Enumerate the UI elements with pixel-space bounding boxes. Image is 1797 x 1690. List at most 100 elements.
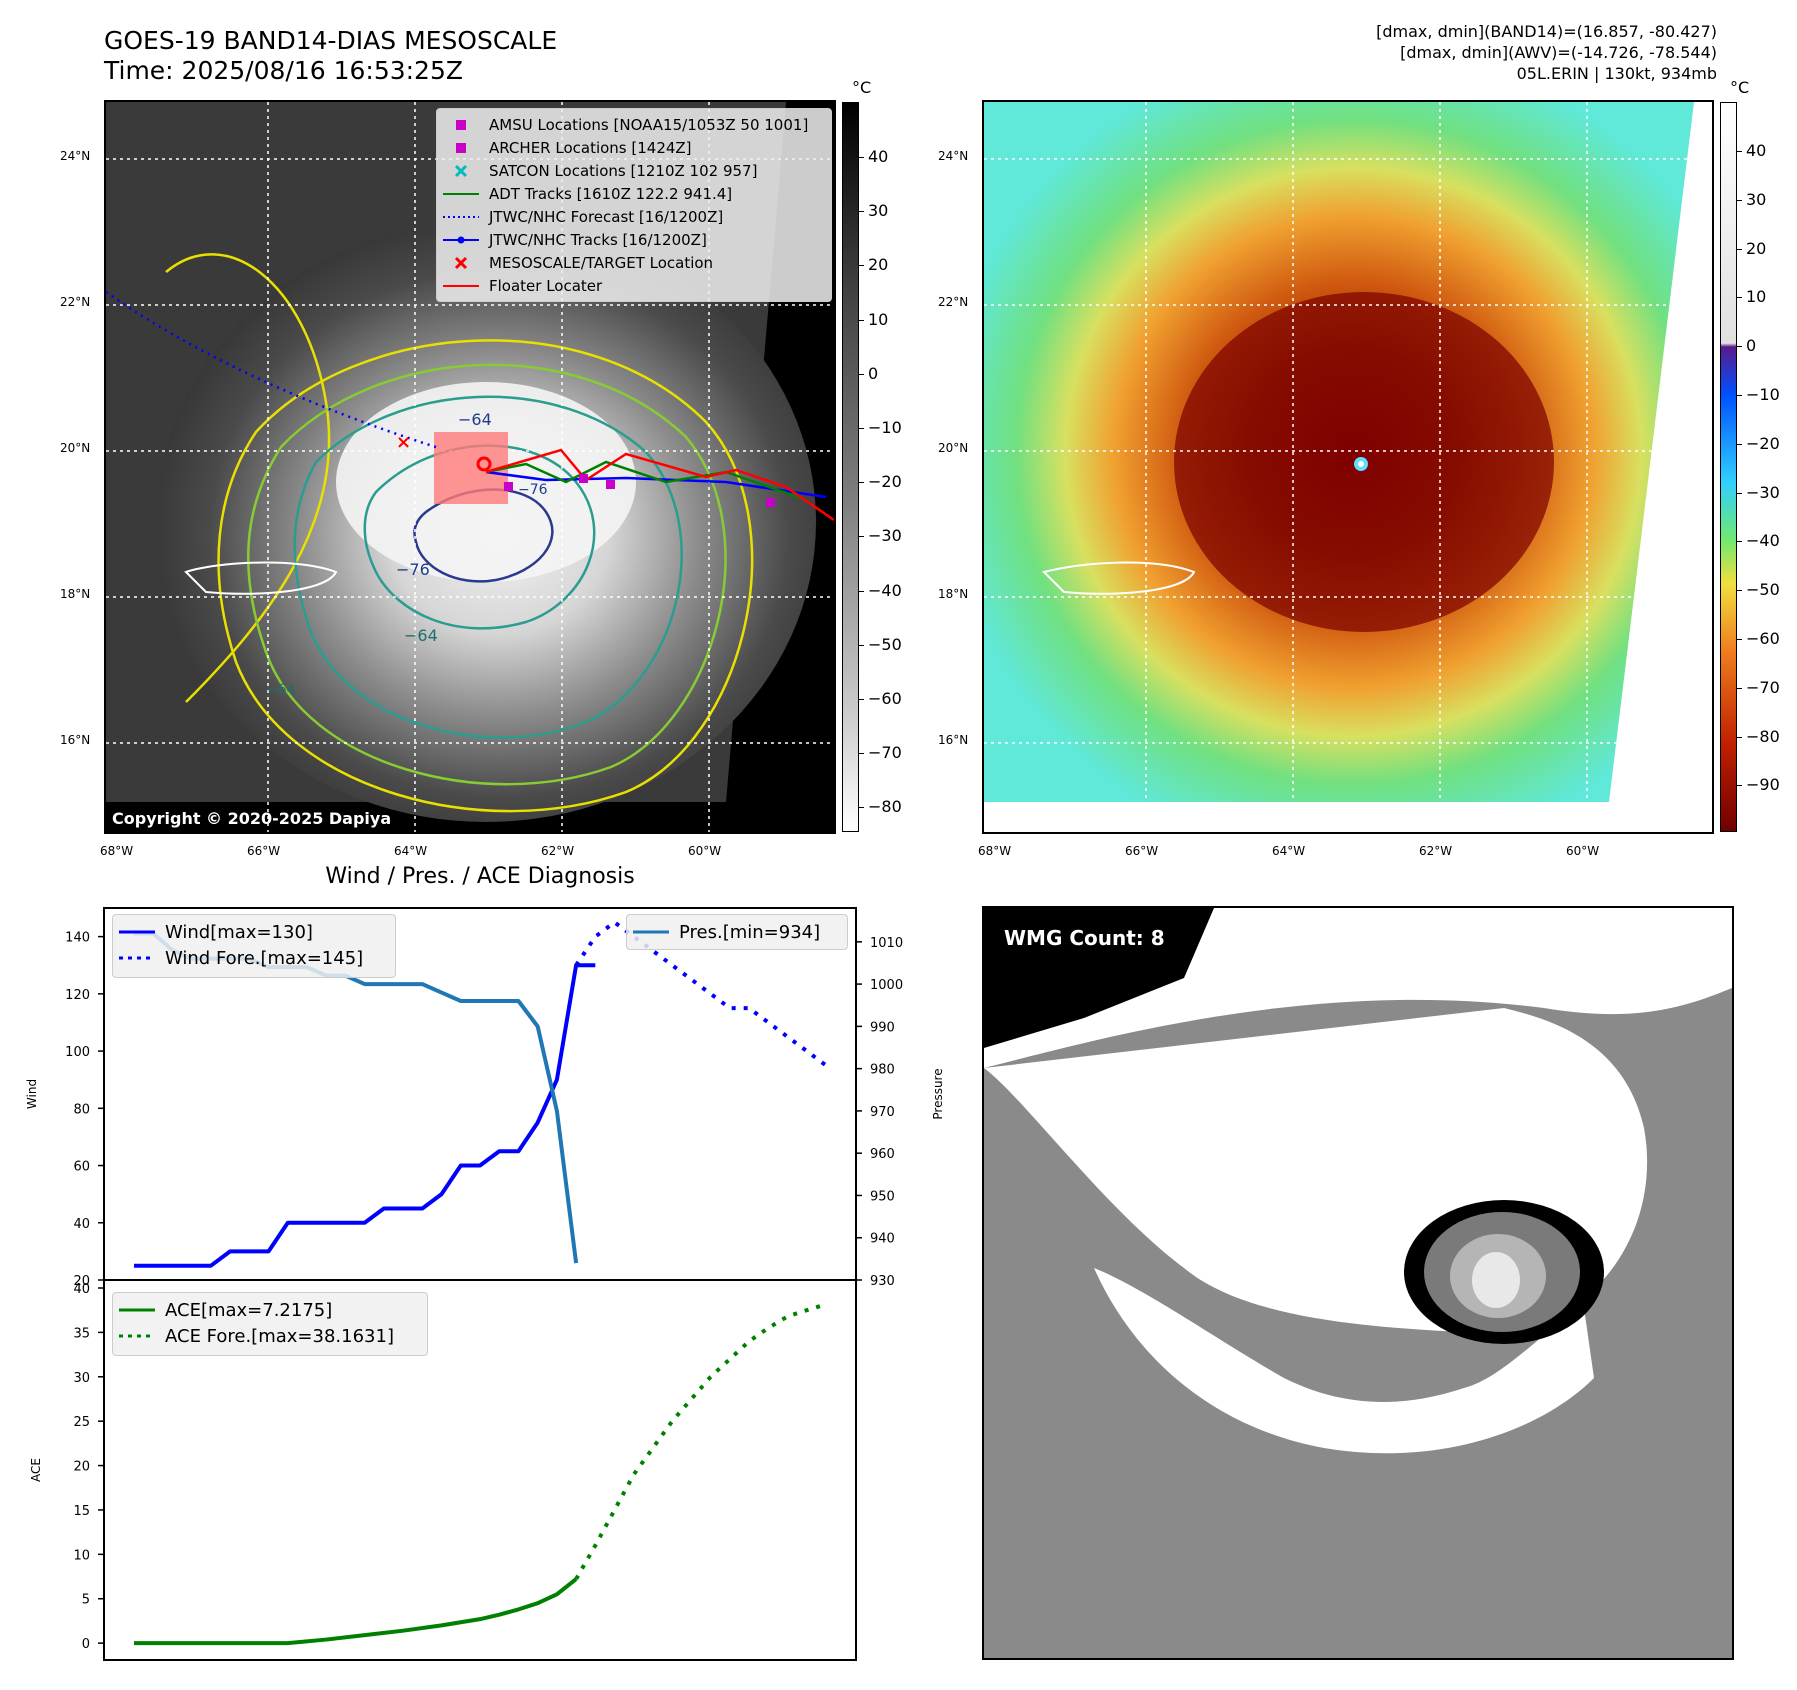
awv-colorbar-tick-mark [1736, 687, 1742, 689]
awv-colorbar-tick-label: −30 [1746, 482, 1780, 502]
band14-colorbar-tick-mark [858, 211, 864, 213]
awv-colorbar-tick-label: 10 [1746, 287, 1767, 307]
legend-label: Floater Locater [489, 276, 603, 295]
ace-fore-legend-item: ACE Fore.[max=38.1631] [119, 1323, 421, 1349]
legend-item: AMSU Locations [NOAA15/1053Z 50 1001] [443, 113, 825, 136]
awv-colorbar-tick-mark [1736, 541, 1742, 543]
legend-swatch [443, 186, 479, 202]
legend-item: JTWC/NHC Forecast [16/1200Z] [443, 205, 825, 228]
pressure-axis-tick-label: 1000 [870, 978, 903, 993]
right-lon-tick: 62°W [1419, 844, 1453, 858]
ace-forecast-series-line [574, 1302, 827, 1581]
band14-colorbar-tick-mark [858, 373, 864, 375]
contour-label-2: −76 [396, 560, 430, 579]
copyright-notice: Copyright © 2020-2025 Dapiya [112, 809, 392, 828]
wind-axis-tick-label: 80 [73, 1102, 90, 1117]
ace-axis-tick-label: 35 [73, 1326, 90, 1341]
ace-axis-tick-label: 5 [82, 1593, 90, 1608]
band14-colorbar-tick-label: −80 [868, 797, 902, 817]
band14-map: × Copyright © 2020-2025 Dapiya −64 −76 −… [104, 100, 836, 834]
legend-swatch [443, 232, 479, 248]
wind-fore-legend-label: Wind Fore.[max=145] [165, 947, 364, 969]
wind-axis-tick-label: 140 [65, 931, 90, 946]
band14-colorbar-tick-label: −70 [868, 743, 902, 763]
band14-colorbar-tick-label: 30 [868, 201, 889, 221]
wind-legend: Wind[max=130] Wind Fore.[max=145] [112, 914, 396, 978]
pressure-axis-tick-label: 930 [870, 1274, 895, 1289]
awv-colorbar-tick-label: −70 [1746, 677, 1780, 697]
pressure-axis-tick-label: 980 [870, 1063, 895, 1078]
awv-colorbar-tick-label: 20 [1746, 238, 1767, 258]
wind-axis-tick-label: 120 [65, 988, 90, 1003]
awv-colorbar-tick-mark [1736, 785, 1742, 787]
wmg-image [984, 908, 1732, 1454]
band14-colorbar-unit: °C [852, 78, 872, 97]
pressure-axis-tick-label: 1010 [870, 936, 903, 951]
left-lon-tick: 60°W [688, 844, 722, 858]
contour-label-5: −64 [266, 682, 296, 698]
wind-axis-tick-label: 100 [65, 1045, 90, 1060]
legend-label: SATCON Locations [1210Z 102 957] [489, 161, 758, 180]
right-lon-tick: 60°W [1566, 844, 1600, 858]
band14-colorbar-tick-mark [858, 644, 864, 646]
right-lat-tick: 24°N [938, 149, 969, 163]
right-lon-tick: 68°W [978, 844, 1012, 858]
pressure-legend-swatch [633, 924, 669, 940]
pressure-legend-label: Pres.[min=934] [679, 921, 821, 943]
awv-map [982, 100, 1714, 834]
band14-colorbar-tick-label: −10 [868, 418, 902, 437]
wmg-count-badge: WMG Count: 8 [996, 922, 1173, 954]
awv-colorbar-tick-label: 30 [1746, 189, 1767, 209]
legend-label: MESOSCALE/TARGET Location [489, 253, 714, 272]
pressure-legend-item: Pres.[min=934] [633, 919, 841, 945]
right-lon-tick: 66°W [1125, 844, 1159, 858]
ace-fore-legend-swatch [119, 1328, 155, 1344]
ace-axis-tick-label: 10 [73, 1548, 90, 1563]
awv-colorbar-tick-mark [1736, 199, 1742, 201]
svg-text:×: × [396, 432, 411, 453]
ace-axis-tick-label: 30 [73, 1371, 90, 1386]
left-lon-tick: 68°W [100, 844, 134, 858]
ace-axes-frame [103, 1279, 857, 1661]
awv-colorbar-tick-mark [1736, 297, 1742, 299]
band14-colorbar-tick-label: −50 [868, 634, 902, 654]
band14-colorbar [842, 102, 859, 832]
pressure-axis-title: Pressure [931, 1068, 945, 1119]
figure-time: Time: 2025/08/16 16:53:25Z [104, 56, 463, 85]
band14-colorbar-tick-label: 10 [868, 309, 889, 329]
pressure-axis-tick-label: 970 [870, 1105, 895, 1120]
legend-swatch [443, 163, 479, 179]
awv-colorbar-tick-label: −60 [1746, 629, 1780, 648]
awv-colorbar-tick-label: −40 [1746, 531, 1780, 551]
band14-colorbar-tick-label: 40 [868, 147, 889, 166]
legend-item: SATCON Locations [1210Z 102 957] [443, 159, 825, 182]
ace-series-line [134, 1577, 578, 1646]
awv-colorbar-tick-label: −20 [1746, 433, 1780, 453]
diagnosis-title: Wind / Pres. / ACE Diagnosis [325, 864, 635, 889]
awv-colorbar [1720, 102, 1737, 832]
pressure-axis-tick-label: 960 [870, 1147, 895, 1162]
dmax-awv: [dmax, dmin](AWV)=(-14.726, -78.544) [1400, 43, 1717, 62]
legend-label: ARCHER Locations [1424Z] [489, 138, 692, 157]
right-lat-tick: 16°N [938, 733, 969, 747]
awv-colorbar-tick-mark [1736, 346, 1742, 348]
left-lon-tick: 66°W [247, 844, 281, 858]
left-lat-tick: 24°N [60, 149, 91, 163]
awv-colorbar-tick-mark [1736, 248, 1742, 250]
awv-colorbar-tick-label: 0 [1746, 336, 1757, 356]
awv-map-image [984, 102, 1712, 832]
legend-swatch [443, 140, 479, 156]
legend-label: AMSU Locations [NOAA15/1053Z 50 1001] [489, 115, 809, 134]
wind-axis-tick-label: 20 [73, 1274, 90, 1289]
band14-colorbar-tick-mark [858, 536, 864, 538]
left-lat-tick: 20°N [60, 441, 91, 455]
awv-colorbar-tick-mark [1736, 395, 1742, 396]
legend-item: ADT Tracks [1610Z 122.2 941.4] [443, 182, 825, 205]
figure-title: GOES-19 BAND14-DIAS MESOSCALE [104, 26, 558, 55]
band14-colorbar-tick-mark [858, 319, 864, 321]
right-lat-tick: 20°N [938, 441, 969, 455]
wind-legend-label: Wind[max=130] [165, 921, 313, 943]
wmg-panel: WMG Count: 8 [982, 906, 1734, 1660]
band14-colorbar-tick-mark [858, 590, 864, 592]
legend-item: JTWC/NHC Tracks [16/1200Z] [443, 228, 825, 251]
